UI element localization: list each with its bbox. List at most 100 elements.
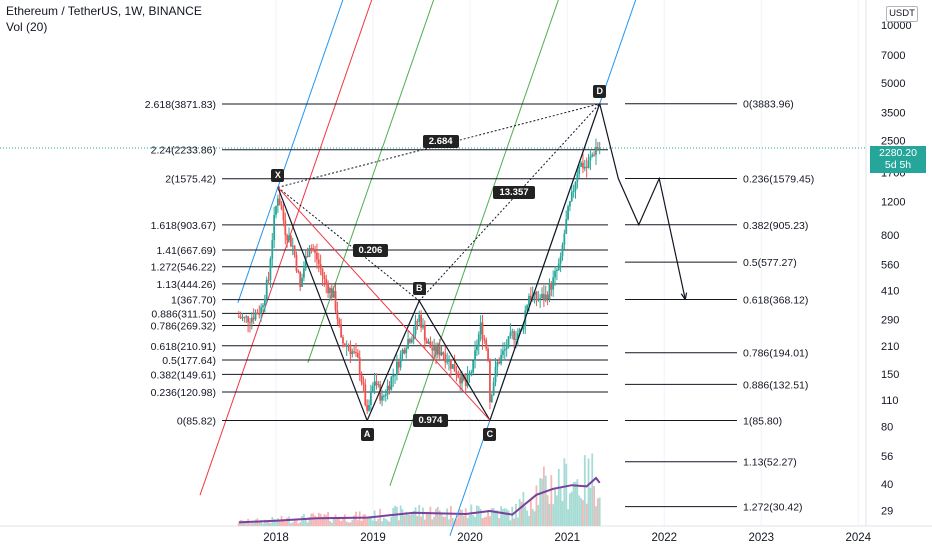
volume-bar — [563, 458, 566, 526]
candle-body — [278, 198, 281, 206]
volume-bar — [487, 509, 489, 526]
volume-bar — [556, 495, 558, 526]
candle-body — [585, 166, 588, 168]
candle-body — [535, 291, 538, 301]
volume-bar — [349, 522, 352, 526]
candle-body — [451, 364, 454, 369]
volume-bar — [265, 520, 268, 526]
candle-body — [258, 313, 261, 315]
volume-bar — [423, 519, 426, 526]
candle-body — [489, 359, 491, 403]
candle-body — [509, 332, 512, 337]
candle-body — [254, 312, 257, 320]
candle-body — [366, 405, 369, 411]
candle-body — [490, 395, 493, 403]
candle-body — [570, 192, 573, 202]
volume-bar — [492, 508, 495, 526]
pattern-point-b: B — [412, 282, 426, 296]
volume-bar — [457, 512, 460, 526]
currency-badge[interactable]: USDT — [886, 6, 918, 22]
candle-body — [550, 283, 553, 290]
pattern-leg-CD — [489, 103, 601, 421]
y-tick-label: 210 — [881, 341, 899, 353]
candle-body — [446, 361, 449, 363]
candle-body — [591, 154, 594, 157]
candle-body — [325, 278, 328, 284]
volume-bar — [425, 512, 428, 526]
left-fib-label: 0.5(177.64) — [162, 355, 216, 367]
volume-bar — [262, 523, 264, 526]
candle-body — [364, 384, 367, 406]
volume-bars — [237, 453, 601, 526]
volume-indicator-label[interactable]: Vol (20) — [6, 20, 48, 34]
volume-bar — [304, 519, 307, 526]
candle-body — [371, 386, 374, 392]
candle-body — [449, 359, 452, 369]
volume-bar — [436, 506, 439, 526]
volume-bar — [524, 506, 527, 526]
volume-bar — [321, 516, 324, 526]
volume-bar — [368, 517, 370, 526]
volume-bar — [369, 516, 372, 526]
candle-body — [563, 233, 566, 245]
volume-bar — [535, 485, 538, 526]
volume-bar — [559, 487, 562, 526]
pitchfork-median-line — [199, 0, 373, 496]
pattern-leg-AB — [366, 300, 420, 421]
candle-body — [429, 341, 432, 348]
candle-body — [492, 382, 495, 396]
volume-bar — [498, 518, 501, 526]
candle-body — [505, 347, 508, 350]
volume-bar — [392, 507, 395, 526]
candle-body — [362, 382, 365, 385]
volume-bar — [373, 510, 376, 526]
volume-bar — [245, 521, 248, 526]
volume-bar — [557, 468, 560, 526]
volume-bar — [537, 504, 540, 526]
candle-body — [526, 305, 529, 311]
candle-body — [381, 395, 383, 401]
left-fib-label: 0.618(210.91) — [151, 341, 216, 353]
volume-bar — [334, 514, 337, 526]
candle-body — [472, 360, 475, 373]
left-fib-label: 1.41(667.69) — [156, 245, 216, 257]
left-fib-label: 0.886(311.50) — [151, 308, 216, 320]
volume-bar — [459, 509, 462, 526]
pitchfork-lower-line — [449, 0, 637, 536]
pattern-ratio-line-BD — [418, 103, 601, 302]
candle-body — [569, 201, 571, 207]
candle-body — [303, 268, 305, 278]
candle-body — [396, 361, 398, 375]
right-fib-label: 0.786(194.01) — [743, 348, 808, 360]
volume-bar — [384, 518, 387, 526]
candle-body — [589, 156, 592, 161]
candle-body — [500, 354, 502, 364]
candle-body — [338, 319, 341, 325]
volume-bar — [522, 491, 525, 526]
candle-body — [461, 374, 463, 384]
candle-body — [373, 381, 376, 387]
candle-body — [288, 235, 290, 241]
candle-body — [507, 336, 510, 348]
volume-bar — [470, 504, 473, 526]
volume-bar — [399, 505, 402, 526]
volume-bar — [587, 458, 590, 526]
candle-body — [397, 361, 400, 368]
volume-bar — [427, 511, 430, 526]
x-tick-label: 2021 — [554, 532, 580, 544]
volume-bar — [323, 514, 326, 526]
projection-arrowhead — [680, 292, 688, 300]
volume-bar — [293, 519, 296, 526]
volume-bar — [330, 522, 333, 526]
y-tick-label: 410 — [881, 286, 899, 298]
candle-body — [360, 374, 363, 383]
symbol-title[interactable]: Ethereum / TetherUS, 1W, BINANCE — [6, 4, 202, 18]
volume-bar — [451, 517, 454, 526]
volume-bar — [356, 520, 359, 526]
candle-body — [265, 279, 268, 299]
volume-bar — [574, 481, 577, 526]
x-tick-label: 2022 — [651, 532, 677, 544]
volume-bar — [572, 481, 575, 526]
candle-body — [431, 347, 434, 351]
